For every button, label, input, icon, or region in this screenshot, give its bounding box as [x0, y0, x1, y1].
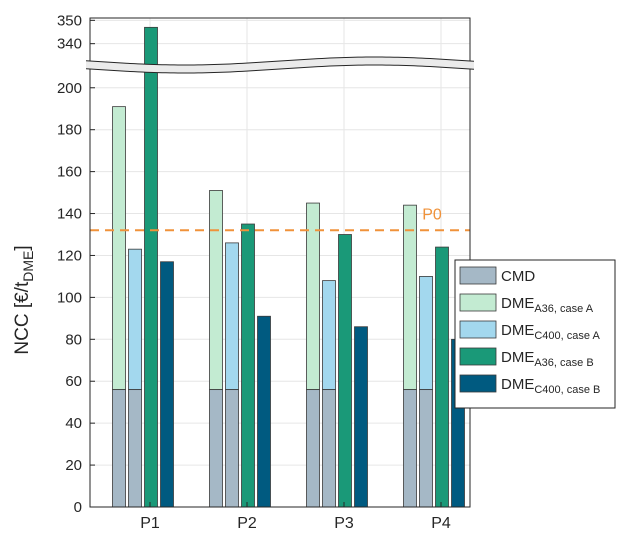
x-tick-label: P4: [431, 515, 451, 532]
y-tick-label: 60: [65, 373, 82, 390]
legend-entry: DMEA36, case B: [501, 349, 594, 369]
axis-break-edge-top: [85, 56, 475, 66]
bar-p3-cmd-base: [322, 389, 336, 508]
bar-p4-cmd-base: [419, 389, 433, 508]
bar-p1-cmd-base: [112, 389, 126, 508]
bar-p4-cmd-base: [403, 389, 417, 508]
x-tick-label: P2: [237, 515, 257, 532]
x-tick-label: P1: [140, 515, 160, 532]
y-axis-label-end: ]: [12, 245, 33, 250]
y-tick-label: 160: [57, 164, 82, 181]
bar-p4-series-2: [419, 276, 433, 391]
y-tick-label: 180: [57, 122, 82, 139]
bar-p1-cmd-base: [128, 389, 142, 508]
y-tick-label: 350: [57, 12, 82, 29]
legend: CMD DMEA36, case A DMEC400, case A DMEA36, …: [454, 259, 616, 409]
y-tick-label: 120: [57, 247, 82, 264]
y-tick-label: 0: [74, 499, 82, 516]
legend-entry: DMEC400, case A: [501, 322, 600, 342]
legend-swatch: [459, 374, 497, 393]
axis-break: [85, 56, 475, 74]
legend-swatch: [459, 320, 497, 339]
bar-p3-series-3: [338, 234, 352, 508]
bar-p3-series-4: [354, 326, 368, 508]
bar-p1-series-1: [112, 106, 126, 391]
axis-break-band: [86, 57, 474, 73]
legend-entry: DMEC400, case B: [501, 376, 600, 396]
y-axis-label: NCC [€/tDME]: [12, 245, 36, 354]
bar-p2-series-2: [225, 242, 239, 391]
bar-p4-series-1: [403, 204, 417, 391]
bar-p3-cmd-base: [306, 389, 320, 508]
bar-p2-cmd-base: [209, 389, 223, 508]
reference-label-p0: P0: [422, 206, 442, 223]
y-tick-label: 200: [57, 80, 82, 97]
bar-p3-series-2: [322, 280, 336, 391]
bar-p4-series-3: [435, 246, 449, 508]
bar-p2-series-4: [257, 315, 271, 508]
bar-p1-series-3: [144, 26, 158, 508]
bar-p2-cmd-base: [225, 389, 239, 508]
bar-p1-series-4: [160, 261, 174, 508]
y-tick-label: 20: [65, 457, 82, 474]
y-tick-label: 140: [57, 206, 82, 223]
legend-swatch: [459, 266, 497, 285]
legend-swatch: [459, 347, 497, 366]
y-tick-labels: 0 20 40 60 80 100 120 140 160 180 200 340 350: [57, 12, 82, 516]
bar-p2-series-1: [209, 190, 223, 391]
bar-p2-series-3: [241, 223, 255, 508]
legend-entry: CMD: [501, 268, 535, 285]
y-tick-label: 40: [65, 415, 82, 432]
x-tick-label: P3: [334, 515, 354, 532]
bar-p1-series-2: [128, 248, 142, 391]
y-tick-label: 100: [57, 289, 82, 306]
y-axis-label-sub: DME: [20, 251, 36, 282]
y-tick-label: 340: [57, 36, 82, 53]
bars: [112, 26, 465, 508]
y-tick-label: 80: [65, 331, 82, 348]
legend-entry: DMEA36, case A: [501, 295, 594, 315]
legend-swatch: [459, 293, 497, 312]
x-tick-labels: P1 P2 P3 P4: [140, 515, 451, 532]
axis-break-edge-bottom: [85, 64, 475, 74]
y-axis-label-main: NCC [€/t: [12, 281, 33, 355]
